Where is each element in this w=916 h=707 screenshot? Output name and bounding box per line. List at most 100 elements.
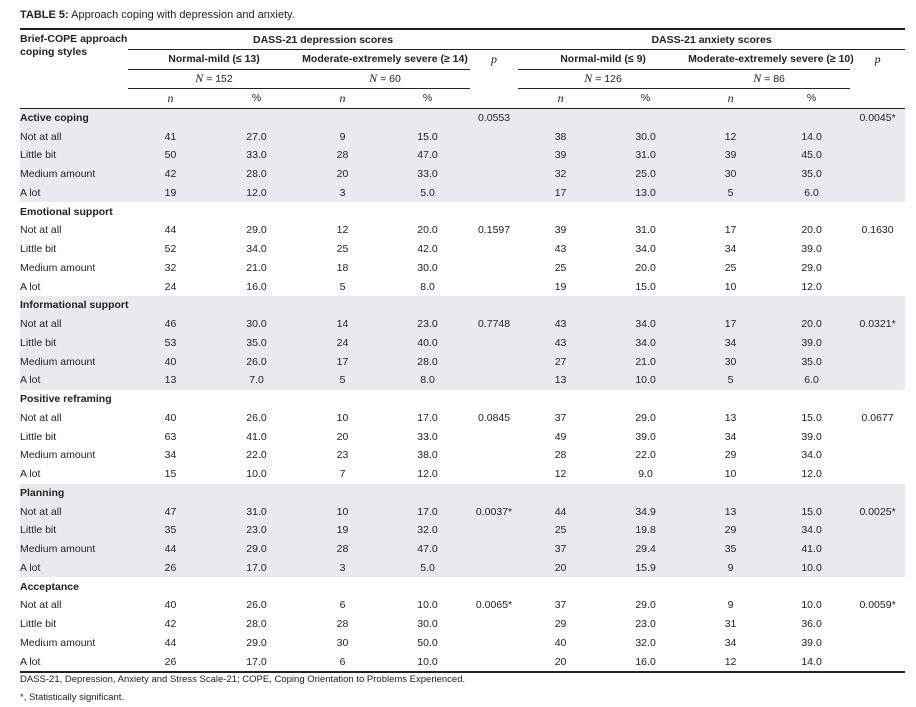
group-label: Acceptance xyxy=(20,580,79,593)
anx-severe-n: 5 xyxy=(688,371,774,390)
anx-severe-n: 39 xyxy=(688,146,774,165)
p-value-anxiety xyxy=(850,240,905,259)
anx-severe-pct: 14.0 xyxy=(773,127,851,146)
row-label: A lot xyxy=(20,183,128,203)
anx-normal-n: 32 xyxy=(518,164,604,184)
group-label: Informational support xyxy=(20,296,129,315)
dep-normal-n: 63 xyxy=(164,430,177,443)
dep-normal-pct: 26.0 xyxy=(213,352,300,371)
p-value-depression xyxy=(470,183,519,203)
anx-normal-n: 39 xyxy=(518,146,604,165)
dep-normal-pct: 7.0 xyxy=(213,371,300,390)
anx-severe-n: 31 xyxy=(724,618,737,631)
dep-severe-n: 14 xyxy=(300,314,385,334)
p-value-depression xyxy=(470,634,518,653)
anx-normal-n: 40 xyxy=(554,636,567,649)
col-pct: % xyxy=(773,88,851,109)
row-label: Not at all xyxy=(20,127,128,146)
anx-severe-n: 13 xyxy=(688,502,774,521)
p-value-depression xyxy=(470,371,519,390)
p-value-anxiety xyxy=(850,333,906,353)
anx-normal-n: 27 xyxy=(518,352,604,371)
p-value-anxiety: 0.0321* xyxy=(850,314,906,334)
anx-normal-n: 29 xyxy=(554,618,567,631)
anx-severe-pct: 20.0 xyxy=(773,314,851,334)
dep-severe-pct: 20.0 xyxy=(417,224,438,237)
dep-severe-pct: 12.0 xyxy=(417,468,438,481)
dep-normal-pct: 21.0 xyxy=(246,261,267,274)
anx-normal-pct: 39.0 xyxy=(635,430,656,443)
dep-severe-pct: 50.0 xyxy=(417,636,438,649)
anx-severe-n: 30 xyxy=(688,352,774,371)
anx-normal-pct: 16.0 xyxy=(603,652,689,673)
dep-severe-pct: 17.0 xyxy=(385,502,470,521)
dep-normal-pct: 27.0 xyxy=(213,127,300,146)
row-label: Little bit xyxy=(20,521,128,540)
anx-severe-pct: 6.0 xyxy=(773,371,851,390)
dep-normal-n: 26 xyxy=(128,652,213,673)
dep-severe-pct: 38.0 xyxy=(417,449,438,462)
p-value-anxiety xyxy=(850,164,906,184)
dep-normal-n: 46 xyxy=(128,314,213,334)
table-row: A lot 15 10.0 7 12.0 12 9.0 10 12.0 xyxy=(20,465,905,484)
anx-normal-pct: 34.0 xyxy=(603,333,689,353)
anx-severe-n: 9 xyxy=(727,599,734,612)
col-pct: % xyxy=(213,88,300,109)
dep-normal-pct: 28.0 xyxy=(246,618,267,631)
p-value-anxiety: 0.0025* xyxy=(850,502,906,521)
anx-normal-n: 12 xyxy=(554,468,567,481)
anx-severe-pct: 20.0 xyxy=(801,224,822,237)
dep-severe-pct: 10.0 xyxy=(417,599,438,612)
subheader-anx-normal: Normal-mild (≤ 9) xyxy=(518,49,689,70)
dep-normal-n: 13 xyxy=(128,371,213,390)
dep-severe-n: 20 xyxy=(300,164,385,184)
anx-severe-pct: 35.0 xyxy=(773,352,851,371)
group-row: Emotional support xyxy=(20,202,905,221)
dep-normal-pct: 34.0 xyxy=(246,243,267,256)
dep-normal-pct: 26.0 xyxy=(246,411,267,424)
col-pct: % xyxy=(603,88,689,109)
table-row: A lot 26 17.0 6 10.0 20 16.0 12 14.0 xyxy=(20,652,906,673)
anx-normal-n: 44 xyxy=(518,502,604,521)
dep-normal-pct: 17.0 xyxy=(213,652,300,673)
table-row: Little bit 53 35.0 24 40.0 43 34.0 34 39.0 xyxy=(20,333,906,353)
anx-normal-n: 25 xyxy=(518,521,604,540)
dep-normal-n: 52 xyxy=(164,243,177,256)
col-n: n xyxy=(300,88,385,109)
dep-severe-pct: 28.0 xyxy=(385,352,470,371)
anx-normal-pct: 19.8 xyxy=(603,521,689,540)
anx-severe-n: 25 xyxy=(724,261,737,274)
dep-severe-n: 19 xyxy=(300,521,385,540)
subheader-dep-severe: Moderate-extremely severe (≥ 14) xyxy=(300,49,470,70)
table-row: Little bit 50 33.0 28 47.0 39 31.0 39 45.0 xyxy=(20,146,906,165)
group-row: Informational support xyxy=(20,296,906,315)
group-label: Emotional support xyxy=(20,205,113,218)
dep-severe-n: 28 xyxy=(300,539,385,559)
dep-severe-n: 28 xyxy=(336,618,349,631)
anx-severe-pct: 39.0 xyxy=(801,636,822,649)
p-value-anxiety xyxy=(850,277,905,296)
row-label: Little bit xyxy=(20,618,57,631)
dep-normal-n: 35 xyxy=(128,521,213,540)
p-value-depression xyxy=(470,446,518,465)
row-label: Little bit xyxy=(20,430,57,443)
dep-severe-pct: 47.0 xyxy=(385,146,470,165)
dep-normal-pct: 29.0 xyxy=(246,636,267,649)
anx-normal-pct: 21.0 xyxy=(603,352,689,371)
dep-normal-n: 15 xyxy=(164,468,177,481)
row-label: A lot xyxy=(20,558,128,578)
anx-severe-pct: 39.0 xyxy=(773,333,851,353)
p-value-depression xyxy=(470,277,518,296)
dep-normal-pct: 29.0 xyxy=(246,224,267,237)
dep-normal-pct: 16.0 xyxy=(246,280,267,293)
row-label: A lot xyxy=(20,280,41,293)
p-value-depression xyxy=(470,427,518,446)
p-value-anxiety xyxy=(850,558,906,578)
dep-normal-pct: 12.0 xyxy=(213,183,300,203)
table-row: Not at all 40 26.0 6 10.0 0.0065* 37 29.0 9 10.0 0… xyxy=(20,596,905,615)
p-value-depression xyxy=(470,333,519,353)
p-value-depression xyxy=(470,615,518,634)
anx-normal-n: 39 xyxy=(554,224,567,237)
dep-severe-n: 24 xyxy=(300,333,385,353)
p-value-depression xyxy=(470,521,519,540)
